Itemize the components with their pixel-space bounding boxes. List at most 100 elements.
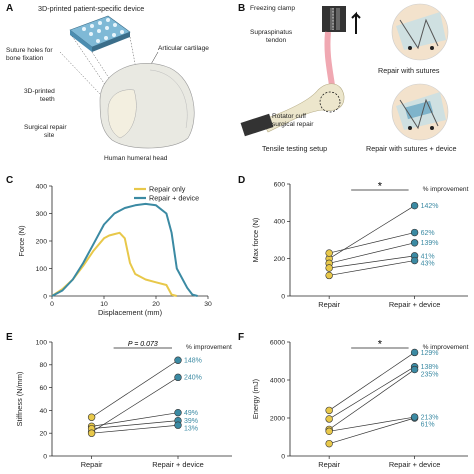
pair-line <box>328 366 415 420</box>
repair-point <box>87 413 96 421</box>
surgical-site-label-2: site <box>44 132 55 139</box>
y-tick-label: 80 <box>39 362 47 369</box>
series-line-1 <box>51 231 178 297</box>
device-point <box>410 348 419 357</box>
setup-label: Tensile testing setup <box>262 144 327 153</box>
panel-e-letter: E <box>6 332 13 343</box>
pair-line <box>329 416 415 432</box>
panel-c-letter: C <box>6 175 13 186</box>
pct-label: 148% <box>184 358 202 365</box>
panel-f-letter: F <box>238 332 244 343</box>
device-point <box>410 228 419 237</box>
cartilage-label: Articular cartilage <box>158 45 209 52</box>
pct-label: 240% <box>184 375 202 382</box>
panel-c-force-displacement-chart: C 0 100 200 300 400 0 10 20 30 Displacement (mm) F… <box>6 175 212 317</box>
suture-holes-label-2: bone fixation <box>6 55 44 62</box>
pair-line <box>91 359 179 418</box>
category-label: Repair + device <box>152 460 204 469</box>
pct-label: 39% <box>184 418 198 425</box>
x-axis-title: Displacement (mm) <box>98 308 162 317</box>
y-tick-label: 100 <box>36 339 48 346</box>
y-tick-label: 0 <box>281 293 285 300</box>
y-tick-label: 40 <box>39 408 47 415</box>
panel-f-energy-chart: F 0 2000 4000 6000 Repair Repair + device Ener… <box>238 332 469 469</box>
y-tick-label: 400 <box>36 183 48 190</box>
y-tick-label: 20 <box>39 431 47 438</box>
series-line-2 <box>51 202 198 297</box>
x-tick-label: 20 <box>152 301 160 308</box>
zoom-device <box>391 83 449 141</box>
pct-label: 129% <box>421 350 439 357</box>
teeth-label-2: teeth <box>40 96 55 103</box>
suture-holes-label: Suture holes for <box>6 47 53 54</box>
humeral-head-illustration <box>99 63 195 149</box>
cuff-label-2: surgical repair <box>272 121 314 128</box>
surgical-site-label: Surgical repair <box>24 124 67 131</box>
zoom-sutures <box>391 3 449 61</box>
device-title: 3D-printed patient-specific device <box>38 4 144 13</box>
y-tick-label: 60 <box>39 385 47 392</box>
pair-line <box>328 205 415 259</box>
category-label: Repair <box>81 460 103 469</box>
device-point <box>174 421 182 429</box>
pair-line <box>91 377 179 433</box>
y-tick-label: 600 <box>274 181 286 188</box>
repair-point <box>325 249 333 257</box>
panel-a-letter: A <box>6 3 13 14</box>
category-label: Repair + device <box>389 460 441 469</box>
x-tick-label: 0 <box>50 301 54 308</box>
pct-label: 235% <box>421 371 439 378</box>
pct-label: 139% <box>421 240 439 247</box>
device-illustration <box>69 15 131 52</box>
significance-label: P = 0.073 <box>128 341 158 348</box>
panel-b-letter: B <box>238 3 245 14</box>
y-tick-label: 6000 <box>270 339 285 346</box>
legend-label: Repair only <box>149 184 186 193</box>
y-tick-label: 300 <box>36 211 48 218</box>
repair-point <box>325 415 333 423</box>
repair-point <box>325 271 333 280</box>
y-tick-label: 0 <box>43 453 47 460</box>
humerus-bone <box>240 83 345 137</box>
significance-label: * <box>378 339 383 351</box>
pct-label: 62% <box>421 230 435 237</box>
device-point <box>174 356 182 364</box>
device-point <box>410 256 419 265</box>
repair-device-label: Repair with sutures + device <box>366 144 457 153</box>
tendon-label: Supraspinatus <box>250 29 293 36</box>
device-point <box>410 413 419 421</box>
teeth-label: 3D-printed <box>24 88 55 95</box>
device-point <box>174 373 182 382</box>
y-tick-label: 200 <box>274 256 286 263</box>
pct-label: 41% <box>421 253 435 260</box>
tendon-shape <box>324 31 336 93</box>
repair-point <box>325 427 333 435</box>
pair-line <box>329 260 415 276</box>
pct-label: 13% <box>184 425 198 432</box>
pair-line <box>329 417 415 444</box>
y-tick-label: 0 <box>281 453 285 460</box>
y-axis-title: Energy (mJ) <box>251 379 260 419</box>
pair-line <box>329 242 415 264</box>
device-point <box>410 365 419 374</box>
humeral-head-label: Human humeral head <box>104 155 168 162</box>
repair-site-circle <box>319 91 341 113</box>
pair-line <box>91 424 179 434</box>
pair-line <box>328 369 415 430</box>
panel-e-stiffness-chart: E 0 20 40 60 80 100 Repair Repair + device Stiff… <box>6 332 232 469</box>
pct-label: 213% <box>421 414 439 421</box>
y-axis-title: Stiffness (N/mm) <box>15 372 24 427</box>
significance-label: * <box>378 181 383 193</box>
panel-d-letter: D <box>238 175 245 186</box>
clamp-label: Freezing clamp <box>250 5 295 12</box>
repair-point <box>325 406 333 415</box>
pair-line <box>91 412 179 427</box>
panel-a: A 3D-printed patient-specific device Sut… <box>6 3 209 162</box>
legend-label: Repair + device <box>149 193 199 202</box>
freezing-clamp <box>322 6 361 34</box>
repair-sutures-label: Repair with sutures <box>378 66 440 75</box>
cuff-label: Rotator cuff <box>272 113 306 120</box>
device-point <box>410 201 419 210</box>
device-point <box>174 408 182 417</box>
